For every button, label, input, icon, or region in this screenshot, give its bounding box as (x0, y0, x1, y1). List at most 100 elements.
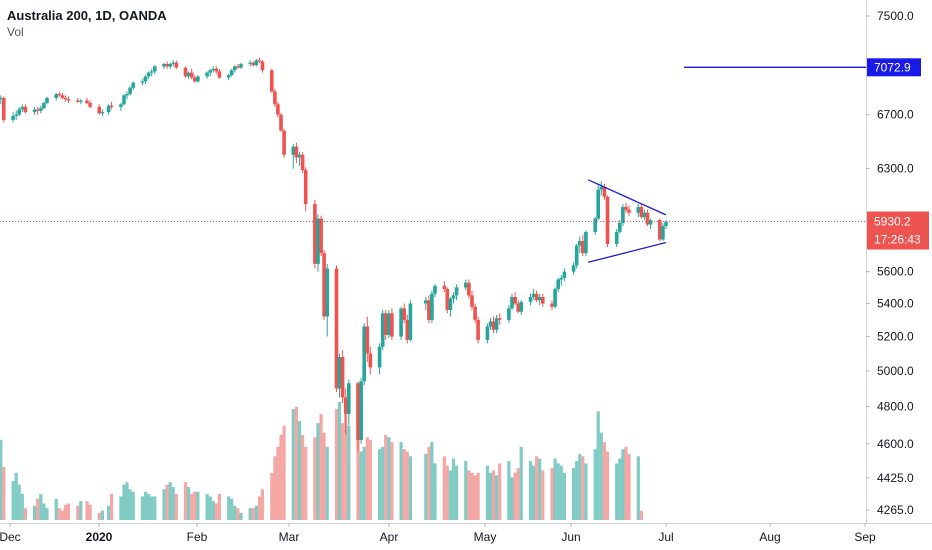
candle-body (541, 297, 545, 304)
candle (427, 295, 431, 324)
candle (581, 234, 585, 257)
candle-body (186, 72, 191, 77)
candle (556, 277, 560, 293)
volume-bar (470, 472, 474, 520)
candle-body (491, 321, 496, 330)
candle-body (125, 94, 129, 96)
volume-bar (125, 482, 129, 520)
candle (165, 61, 169, 69)
candle-body (211, 68, 216, 71)
volume-bar (485, 465, 489, 520)
candle (189, 68, 194, 79)
candle (408, 300, 413, 342)
candle (627, 205, 631, 216)
candle (494, 314, 499, 334)
candle-body (119, 104, 123, 107)
triangle-lower-line (588, 241, 667, 263)
volume-bar (147, 494, 151, 520)
candle-body (334, 268, 339, 389)
volume-bar (575, 461, 579, 520)
candle-body (2, 97, 6, 120)
candle (0, 95, 3, 105)
volume-bar (362, 446, 366, 520)
current-price-label: 5930.2 (874, 215, 911, 229)
volume-bar (54, 498, 58, 520)
volume-bar (553, 458, 557, 520)
candle (516, 300, 520, 314)
candle-body (66, 99, 71, 101)
candle (424, 297, 428, 310)
candle-body (519, 301, 523, 312)
volume-bar (270, 472, 274, 520)
candle-body (340, 357, 345, 398)
candle-body (100, 112, 105, 114)
volume-bar (2, 466, 6, 520)
candle (322, 250, 326, 320)
candle (236, 64, 240, 69)
candle (260, 60, 265, 73)
candle (445, 287, 450, 314)
volume-bar (319, 413, 323, 520)
candle (596, 185, 600, 221)
candle-body (276, 104, 280, 115)
candle (334, 265, 339, 393)
volume-bar (596, 411, 600, 520)
candle (11, 112, 15, 123)
candle (519, 300, 523, 315)
candle-body (445, 289, 450, 310)
candle-body (451, 295, 456, 299)
volume-bar (495, 475, 499, 520)
candle-body (174, 62, 179, 68)
candle-body (300, 154, 305, 170)
candle (217, 68, 222, 79)
candle (248, 60, 252, 67)
candle (168, 62, 172, 69)
candle-body (183, 67, 188, 77)
volume-bar (254, 505, 258, 520)
candle (239, 62, 243, 69)
candle-body (497, 318, 502, 320)
candle-body (356, 383, 360, 440)
volume-bar (359, 451, 363, 520)
volume-bar (294, 406, 298, 520)
volume-bar (140, 496, 144, 520)
candle (97, 104, 102, 115)
candle (562, 268, 567, 282)
price-tick-label: 5400.0 (877, 297, 914, 311)
candle (149, 68, 154, 77)
candle (119, 103, 123, 111)
volume-bar (301, 435, 305, 520)
candle (476, 316, 480, 344)
candle (106, 104, 111, 115)
volume-bar (636, 456, 640, 520)
volume-bar (42, 503, 46, 520)
candle (42, 101, 46, 110)
candle-body (380, 313, 385, 347)
candle (109, 101, 114, 110)
candle-body (470, 295, 474, 307)
time-tick-label: May (474, 530, 497, 544)
candle (226, 73, 231, 81)
candle-body (270, 70, 274, 92)
candle-body (368, 353, 373, 368)
candle (85, 97, 89, 105)
volume-bar (325, 446, 329, 520)
volume-bar (442, 456, 446, 520)
candle-body (507, 308, 511, 320)
candle-body (149, 71, 154, 73)
volume-bar (535, 456, 539, 520)
candle (251, 61, 256, 67)
candle-body (383, 313, 388, 335)
candle-body (260, 61, 265, 71)
candle-body (297, 154, 302, 158)
candle (196, 75, 200, 83)
candle-body (273, 91, 277, 105)
volume-bar (550, 468, 554, 520)
volume-bar (313, 437, 317, 520)
volume-bar (79, 501, 83, 520)
volume-bar (239, 512, 243, 520)
candle-body (140, 81, 145, 83)
candle (661, 223, 665, 241)
volume-bar (621, 449, 625, 520)
